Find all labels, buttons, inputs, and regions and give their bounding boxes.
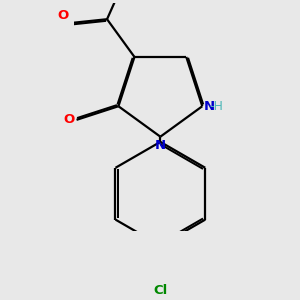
Text: N: N [204,100,215,113]
Text: O: O [58,9,69,22]
Text: N: N [155,140,166,152]
Text: -H: -H [209,100,224,113]
Text: O: O [64,113,75,126]
Text: Cl: Cl [153,284,167,296]
